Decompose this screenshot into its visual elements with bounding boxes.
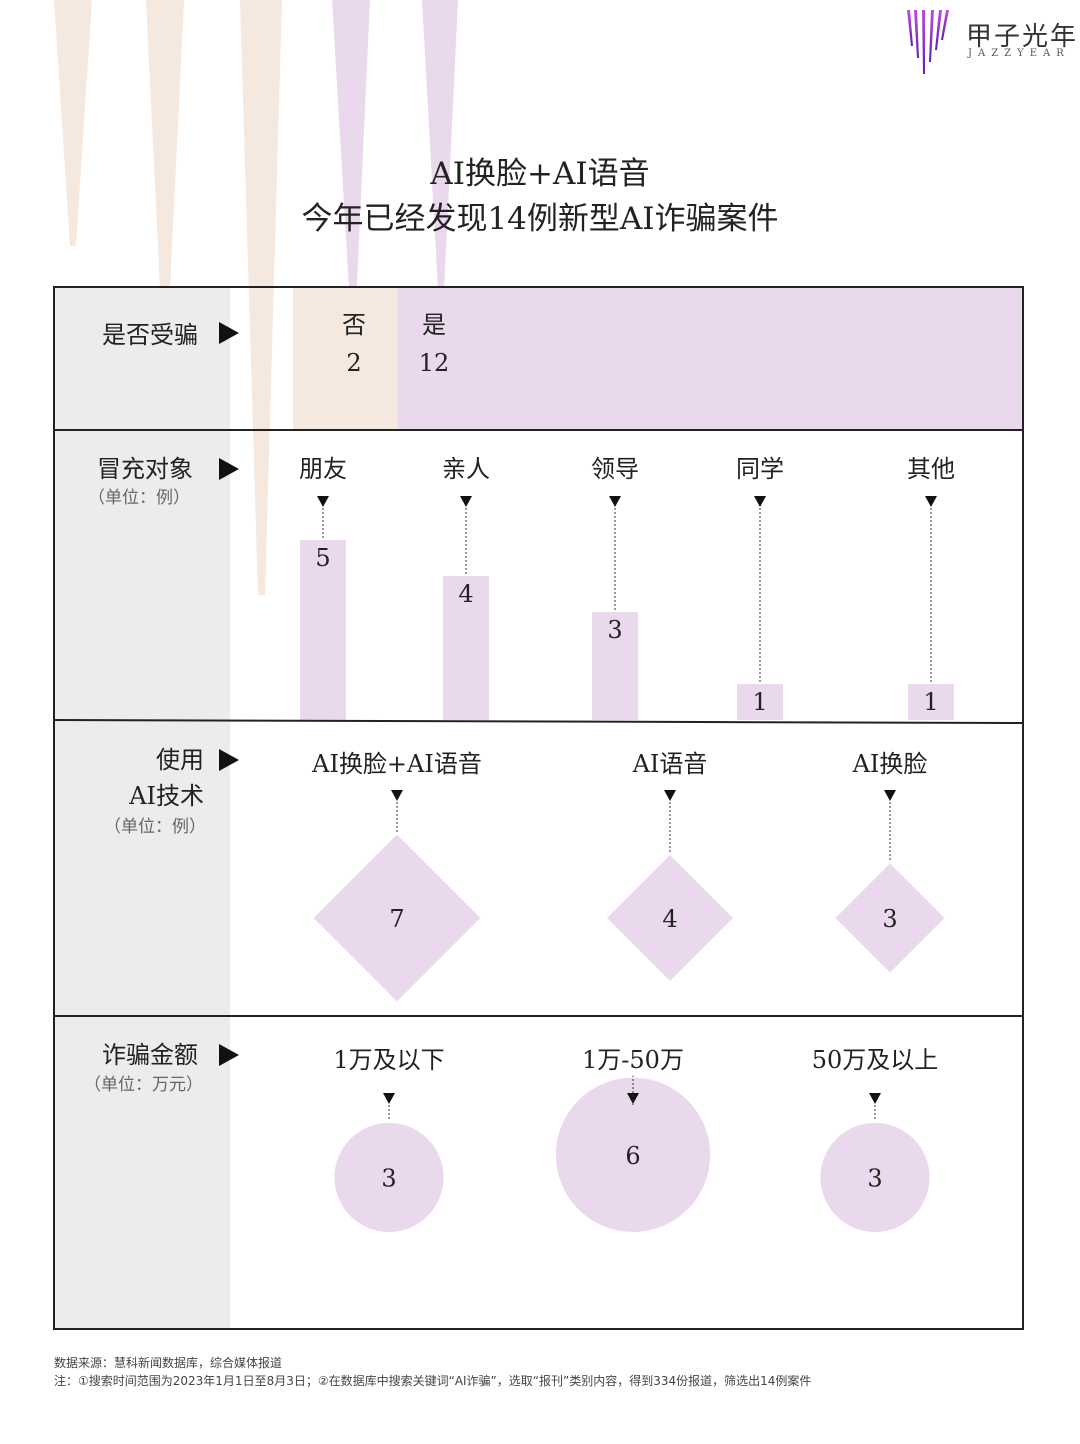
- category-label: 1万及以下: [333, 1046, 444, 1074]
- spike-lavender-2: [422, 0, 458, 290]
- diamond-marker: [835, 863, 945, 973]
- category-label-no: 否: [342, 311, 366, 339]
- row-label-ai-tech-line1: 使用: [156, 746, 204, 774]
- pointer-triangle-icon: [664, 790, 676, 801]
- row-arrow-icon: [219, 458, 239, 480]
- category-label: AI语音: [632, 750, 708, 778]
- row-label-ai-tech-line2: AI技术: [128, 782, 204, 810]
- data-label: 3: [381, 1164, 396, 1192]
- bar: [592, 612, 638, 720]
- chart-frame: [53, 286, 1024, 1330]
- bar: [908, 684, 954, 720]
- bar: [737, 684, 783, 720]
- circle-marker: [555, 1077, 711, 1232]
- diamond-marker: [607, 855, 733, 981]
- data-label: 3: [882, 905, 897, 933]
- data-source: 数据来源：慧科新闻数据库，综合媒体报道: [54, 1356, 283, 1370]
- circle-marker: [334, 1122, 444, 1232]
- diamond-marker: [313, 834, 481, 1002]
- pointer-triangle-icon: [884, 790, 896, 801]
- pointer-triangle-icon: [925, 496, 937, 507]
- data-label: 4: [458, 580, 473, 608]
- row-arrow-icon: [219, 749, 239, 771]
- data-label: 3: [867, 1164, 882, 1192]
- category-label: 朋友: [299, 455, 347, 483]
- brand-name: 甲子光年: [966, 22, 1079, 52]
- data-label: 6: [625, 1142, 640, 1170]
- category-label: 亲人: [442, 455, 490, 483]
- row-divider: [53, 719, 1024, 724]
- category-label: AI换脸: [852, 750, 928, 778]
- row-unit-amount: （单位：万元）: [84, 1075, 203, 1095]
- pointer-triangle-icon: [627, 1093, 639, 1104]
- spike-peach-1: [54, 0, 92, 246]
- bar: [300, 540, 346, 720]
- data-label: 5: [315, 544, 330, 572]
- pointer-triangle-icon: [460, 496, 472, 507]
- value-label-yes: 12: [419, 349, 450, 377]
- spike-peach-2: [146, 0, 184, 330]
- row-arrow-icon: [219, 322, 239, 344]
- category-label: 同学: [736, 455, 784, 483]
- pointer-triangle-icon: [391, 790, 403, 801]
- pointer-triangle-icon: [317, 496, 329, 507]
- bar: [443, 576, 489, 720]
- pointer-triangle-icon: [609, 496, 621, 507]
- data-label: 7: [389, 905, 404, 933]
- row-label-impersonated: 冒充对象: [97, 455, 193, 483]
- pointer-triangle-icon: [754, 496, 766, 507]
- spike-peach-3: [240, 0, 282, 595]
- data-label: 1: [923, 688, 938, 716]
- row-unit-ai-tech: （单位：例）: [104, 817, 206, 837]
- category-label: 其他: [907, 455, 955, 483]
- value-label-no: 2: [346, 349, 361, 377]
- spike-lavender-1: [332, 0, 370, 305]
- category-label: 50万及以上: [812, 1046, 939, 1074]
- row-arrow-icon: [219, 1044, 239, 1066]
- bar-segment-no: [293, 287, 398, 430]
- row-unit-impersonated: （单位：例）: [88, 488, 190, 508]
- circle-marker: [820, 1122, 930, 1232]
- decorative-spikes: [54, 0, 458, 595]
- footnote: 注：①搜索时间范围为2023年1月1日至8月3日；②在数据库中搜索关键词“AI诈…: [54, 1374, 812, 1388]
- chart-title-line1: AI换脸+AI语音: [430, 156, 650, 192]
- category-label: AI换脸+AI语音: [311, 750, 482, 778]
- pointer-triangle-icon: [869, 1093, 881, 1104]
- brand-name-en: JAZZYEAR: [968, 48, 1070, 59]
- brand-logo: 甲子光年 JAZZYEAR: [904, 6, 1076, 78]
- category-label-yes: 是: [422, 311, 446, 339]
- category-label: 领导: [591, 455, 639, 483]
- row-label-amount: 诈骗金额: [102, 1041, 198, 1069]
- label-column-band: [54, 287, 230, 1329]
- row-label-deceived: 是否受骗: [102, 321, 198, 349]
- chart-title-line2: 今年已经发现14例新型AI诈骗案件: [301, 201, 779, 237]
- bar-segment-yes: [397, 287, 1023, 430]
- data-label: 4: [662, 905, 677, 933]
- category-label: 1万-50万: [582, 1046, 684, 1074]
- data-label: 1: [752, 688, 767, 716]
- logo-mark-icon: [907, 10, 949, 74]
- pointer-triangle-icon: [383, 1093, 395, 1104]
- data-label: 3: [607, 616, 622, 644]
